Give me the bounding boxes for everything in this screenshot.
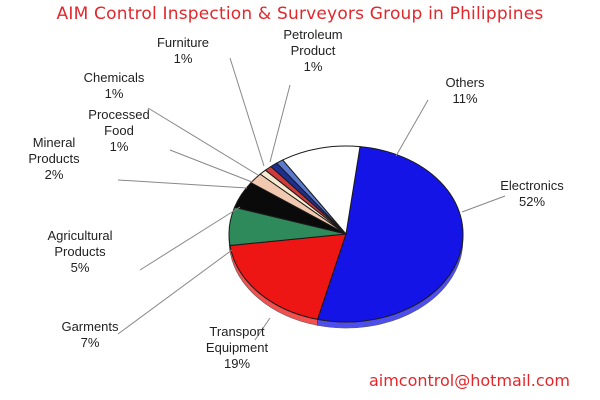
leader-line: [229, 57, 265, 167]
slice-label: Garments 7%: [61, 319, 119, 350]
pie-slice-transport-equipment: [229, 233, 347, 320]
slice-label: Electronics 52%: [500, 178, 564, 209]
leader-lines: [117, 57, 506, 341]
leader-line: [117, 249, 233, 335]
leader-line: [117, 179, 248, 189]
pie-slices: [228, 145, 464, 323]
slice-labels: Electronics 52% Transport Equipment 19% Garme…: [28, 27, 564, 371]
contact-email: aimcontrol@hotmail.com: [368, 371, 570, 390]
slice-label: Transport Equipment 19%: [206, 324, 269, 371]
pie-slice-others: [281, 145, 361, 236]
slice-label: Agricultural Products 5%: [47, 228, 112, 275]
slice-label: Furniture 1%: [157, 35, 209, 66]
slice-label: Processed Food 1%: [88, 107, 149, 154]
leader-line: [461, 195, 506, 213]
page-title: AIM Control Inspection & Surveyors Group…: [56, 4, 544, 24]
slice-label: Others 11%: [445, 75, 485, 106]
pie-slice-electronics: [316, 146, 464, 323]
leader-line: [254, 317, 271, 341]
leader-line: [269, 84, 291, 163]
leader-line: [147, 107, 259, 176]
leader-line: [395, 99, 429, 157]
slice-label: Chemicals 1%: [84, 70, 145, 101]
leader-line: [169, 149, 253, 183]
slice-label: Mineral Products 2%: [28, 135, 80, 182]
slice-label: Petroleum Product 1%: [283, 27, 342, 74]
leader-line: [139, 206, 241, 271]
